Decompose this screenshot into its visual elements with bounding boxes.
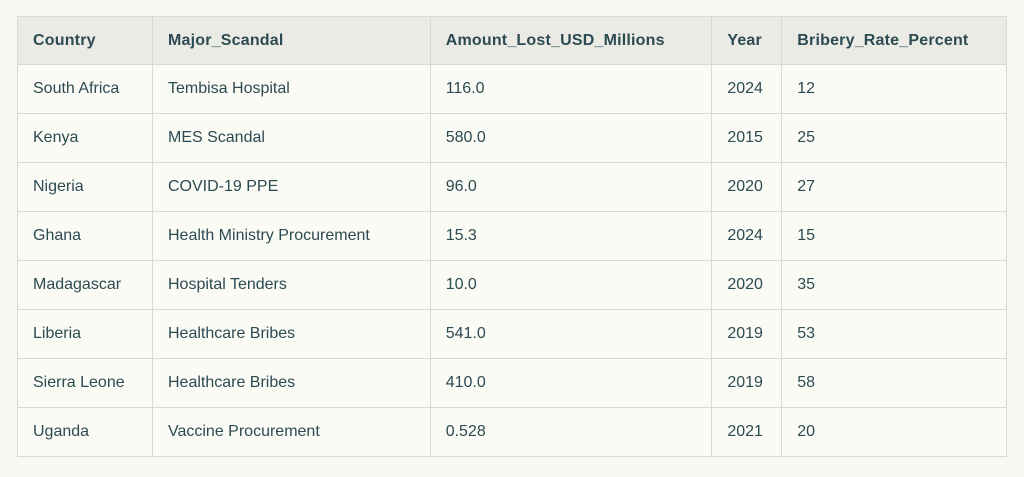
cell-amount-lost-usd-millions: 410.0: [429, 358, 713, 408]
cell-major-scandal: Healthcare Bribes: [151, 358, 431, 408]
table-row: Liberia Healthcare Bribes 541.0 2019 53: [17, 309, 1007, 359]
cell-major-scandal: Healthcare Bribes: [151, 309, 431, 359]
cell-country: Sierra Leone: [17, 358, 153, 408]
cell-amount-lost-usd-millions: 15.3: [429, 211, 713, 261]
cell-bribery-rate-percent: 12: [781, 64, 1007, 114]
cell-country: South Africa: [17, 64, 153, 114]
cell-country: Madagascar: [17, 260, 153, 310]
column-header-bribery-rate-percent: Bribery_Rate_Percent: [781, 16, 1007, 65]
column-header-amount-lost-usd-millions: Amount_Lost_USD_Millions: [429, 16, 713, 65]
cell-year: 2019: [711, 358, 783, 408]
cell-year: 2021: [711, 407, 783, 457]
cell-bribery-rate-percent: 25: [781, 113, 1007, 163]
cell-major-scandal: COVID-19 PPE: [151, 162, 431, 212]
cell-amount-lost-usd-millions: 580.0: [429, 113, 713, 163]
cell-amount-lost-usd-millions: 116.0: [429, 64, 713, 114]
cell-bribery-rate-percent: 53: [781, 309, 1007, 359]
cell-year: 2024: [711, 211, 783, 261]
cell-bribery-rate-percent: 27: [781, 162, 1007, 212]
cell-bribery-rate-percent: 58: [781, 358, 1007, 408]
cell-major-scandal: Tembisa Hospital: [151, 64, 431, 114]
table-row: Ghana Health Ministry Procurement 15.3 2024…: [17, 211, 1007, 261]
cell-major-scandal: Hospital Tenders: [151, 260, 431, 310]
table-body: South Africa Tembisa Hospital 116.0 2024 12 K…: [17, 64, 1007, 457]
cell-year: 2020: [711, 162, 783, 212]
table-row: Kenya MES Scandal 580.0 2015 25: [17, 113, 1007, 163]
header-row: Country Major_Scandal Amount_Lost_USD_Mill…: [17, 16, 1007, 65]
cell-major-scandal: MES Scandal: [151, 113, 431, 163]
cell-year: 2019: [711, 309, 783, 359]
cell-country: Kenya: [17, 113, 153, 163]
cell-country: Ghana: [17, 211, 153, 261]
cell-amount-lost-usd-millions: 96.0: [429, 162, 713, 212]
cell-year: 2024: [711, 64, 783, 114]
cell-country: Liberia: [17, 309, 153, 359]
table-row: Madagascar Hospital Tenders 10.0 2020 35: [17, 260, 1007, 310]
column-header-major-scandal: Major_Scandal: [151, 16, 431, 65]
cell-amount-lost-usd-millions: 10.0: [429, 260, 713, 310]
table-row: Nigeria COVID-19 PPE 96.0 2020 27: [17, 162, 1007, 212]
cell-bribery-rate-percent: 20: [781, 407, 1007, 457]
table-row: Uganda Vaccine Procurement 0.528 2021 20: [17, 407, 1007, 457]
cell-major-scandal: Vaccine Procurement: [151, 407, 431, 457]
cell-major-scandal: Health Ministry Procurement: [151, 211, 431, 261]
table-row: Sierra Leone Healthcare Bribes 410.0 2019 58: [17, 358, 1007, 408]
cell-bribery-rate-percent: 15: [781, 211, 1007, 261]
cell-year: 2015: [711, 113, 783, 163]
table-header: Country Major_Scandal Amount_Lost_USD_Mill…: [17, 16, 1007, 65]
scandals-data-table: Country Major_Scandal Amount_Lost_USD_Mill…: [17, 16, 1007, 457]
cell-bribery-rate-percent: 35: [781, 260, 1007, 310]
cell-country: Nigeria: [17, 162, 153, 212]
column-header-year: Year: [711, 16, 783, 65]
cell-amount-lost-usd-millions: 541.0: [429, 309, 713, 359]
cell-year: 2020: [711, 260, 783, 310]
cell-country: Uganda: [17, 407, 153, 457]
column-header-country: Country: [17, 16, 153, 65]
cell-amount-lost-usd-millions: 0.528: [429, 407, 713, 457]
table-row: South Africa Tembisa Hospital 116.0 2024 12: [17, 64, 1007, 114]
